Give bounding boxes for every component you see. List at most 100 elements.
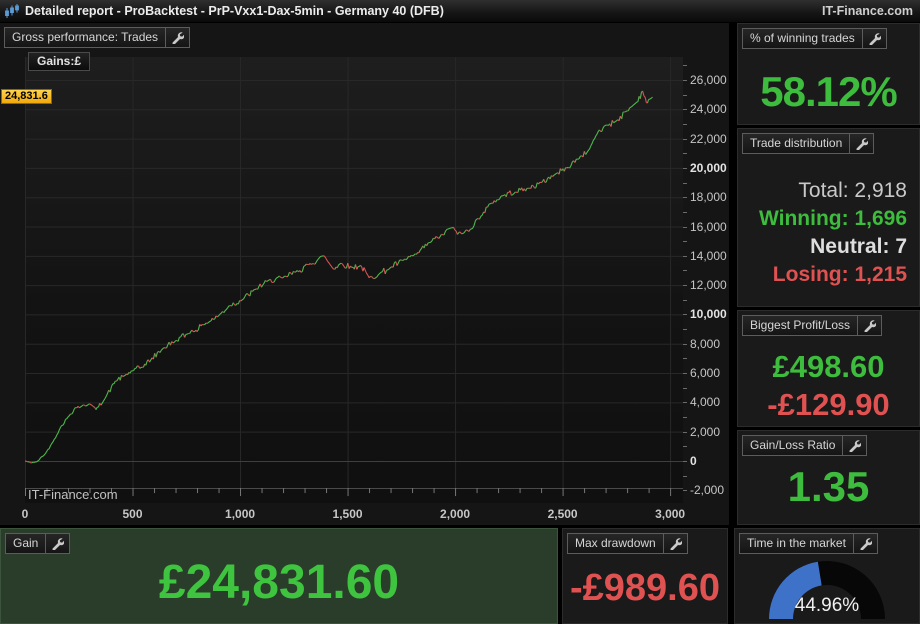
winning-trades-panel: % of winning trades 58.12%	[737, 23, 920, 125]
max-drawdown-value: -£989.60	[569, 567, 720, 609]
gain-loss-ratio-header-label: Gain/Loss Ratio	[750, 438, 836, 452]
x-tick-label: 2,500	[547, 507, 578, 521]
y-tick-label: 16,000	[690, 219, 727, 234]
time-in-market-gauge	[769, 561, 885, 619]
y-tick-mark	[683, 373, 687, 375]
title-bar: Detailed report - ProBacktest - PrP-Vxx1…	[0, 0, 920, 23]
y-tick-mark	[683, 226, 687, 228]
y-tick-mark	[683, 109, 687, 111]
y-tick-label: 4,000	[690, 395, 721, 410]
gain-loss-ratio-header: Gain/Loss Ratio	[742, 435, 868, 456]
wrench-settings-button[interactable]	[165, 28, 189, 47]
y-tick-label: 0	[690, 453, 697, 468]
winning-trades-value: 58.12%	[760, 68, 897, 115]
y-tick-mark	[683, 446, 687, 448]
biggest-profit-loss-panel: Biggest Profit/Loss £498.60 -£129.90	[737, 310, 920, 427]
wrench-settings-button[interactable]	[842, 436, 866, 455]
y-tick-mark	[683, 211, 687, 213]
candlestick-chart-icon	[5, 4, 19, 18]
trade-distribution-rows: Total: 2,918 Winning: 1,696 Neutral: 7 L…	[759, 177, 907, 289]
gain-loss-ratio-value: 1.35	[787, 463, 870, 510]
current-value-tag: 24,831.6	[1, 89, 52, 105]
y-tick-mark	[683, 387, 687, 389]
y-tick-mark	[683, 460, 687, 462]
y-tick-mark	[683, 402, 687, 404]
y-tick-label: 18,000	[690, 190, 727, 205]
winning-trades-header-label: % of winning trades	[750, 31, 855, 45]
trade-distribution-header-label: Trade distribution	[750, 136, 843, 150]
biggest-profit-loss-header: Biggest Profit/Loss	[742, 315, 883, 336]
y-tick-mark	[683, 314, 687, 316]
y-tick-mark	[683, 416, 687, 418]
wrench-settings-button[interactable]	[857, 316, 881, 335]
chart-watermark: IT-Finance.com	[28, 487, 118, 502]
brand-label: IT-Finance.com	[822, 4, 913, 18]
bottom-summary-row: Gain £24,831.60 Max drawdown -£989.60 Ti…	[0, 528, 920, 624]
y-tick-label: 6,000	[690, 366, 721, 381]
x-tick-label: 2,000	[440, 507, 471, 521]
time-in-market-value: 44.96%	[794, 595, 860, 616]
y-tick-label: 14,000	[690, 248, 727, 263]
equity-curve-chart	[25, 57, 683, 497]
time-in-market-header: Time in the market	[739, 533, 878, 554]
y-tick-label: -2,000	[690, 483, 725, 498]
x-tick-label: 3,000	[655, 507, 686, 521]
trade-distribution-panel: Trade distribution Total: 2,918 Winning:…	[737, 128, 920, 307]
y-tick-mark	[683, 197, 687, 199]
y-tick-mark	[683, 490, 687, 492]
total-trades-row: Total: 2,918	[798, 179, 907, 202]
y-tick-mark	[683, 241, 687, 243]
window-title: Detailed report - ProBacktest - PrP-Vxx1…	[25, 4, 444, 18]
y-tick-label: 24,000	[690, 102, 727, 117]
y-tick-mark	[683, 80, 687, 81]
equity-curve-plot: IT-Finance.com	[25, 57, 683, 503]
y-tick-label: 2,000	[690, 424, 721, 439]
biggest-profit-loss-header-label: Biggest Profit/Loss	[750, 318, 851, 332]
max-drawdown-header: Max drawdown	[567, 533, 688, 554]
x-axis: 0 500 1,000 1,500 2,000 2,500 3,000	[0, 503, 729, 525]
gain-header-label: Gain	[13, 536, 39, 550]
winning-count-row: Winning: 1,696	[759, 207, 907, 230]
y-tick-mark	[683, 167, 687, 169]
x-tick-label: 500	[122, 507, 143, 521]
gain-panel: Gain £24,831.60	[0, 528, 558, 624]
y-tick-mark	[683, 285, 687, 287]
time-in-market-header-label: Time in the market	[747, 536, 846, 550]
y-tick-label: 26,000	[690, 73, 727, 87]
y-tick-mark	[683, 358, 687, 360]
gain-value: £24,831.60	[158, 556, 400, 609]
max-drawdown-header-label: Max drawdown	[575, 536, 656, 550]
y-tick-label: 10,000	[690, 307, 727, 322]
x-tick-label: 0	[21, 507, 29, 521]
gain-header: Gain	[5, 533, 71, 554]
y-tick-mark	[683, 255, 687, 257]
gross-performance-panel: Gross performance: Trades Gains:£ IT-Fin…	[0, 23, 730, 525]
wrench-settings-button[interactable]	[662, 534, 687, 553]
wrench-settings-button[interactable]	[852, 534, 877, 553]
y-tick-mark	[683, 138, 687, 140]
y-axis: -2,000 0 2,000 4,000 6,000 8,000 10,000 12,000 1…	[683, 23, 729, 525]
max-drawdown-panel: Max drawdown -£989.60	[562, 528, 728, 624]
winning-trades-header: % of winning trades	[742, 28, 887, 49]
wrench-settings-button[interactable]	[45, 534, 69, 553]
losing-count-row: Losing: 1,215	[772, 263, 907, 286]
y-tick-label: 20,000	[690, 160, 727, 175]
x-tick-label: 1,000	[225, 507, 256, 521]
wrench-settings-button[interactable]	[861, 29, 886, 48]
y-tick-mark	[683, 182, 687, 184]
neutral-count-row: Neutral: 7	[810, 235, 907, 258]
gross-performance-header-label: Gross performance: Trades	[12, 30, 159, 44]
stats-sidebar: % of winning trades 58.12% Trade distrib…	[737, 23, 920, 525]
gross-performance-header: Gross performance: Trades	[4, 27, 191, 48]
y-tick-mark	[683, 431, 687, 433]
y-tick-mark	[683, 65, 687, 67]
y-tick-mark	[683, 475, 687, 477]
y-tick-mark	[683, 329, 687, 331]
biggest-profit-value: £498.60	[772, 349, 885, 384]
wrench-settings-button[interactable]	[849, 134, 873, 153]
gain-loss-ratio-panel: Gain/Loss Ratio 1.35	[737, 430, 920, 525]
tab-gains[interactable]: Gains:£	[28, 52, 91, 71]
y-tick-mark	[683, 123, 687, 125]
y-tick-mark	[683, 270, 687, 272]
time-in-market-panel: Time in the market 44.96%	[734, 528, 920, 624]
